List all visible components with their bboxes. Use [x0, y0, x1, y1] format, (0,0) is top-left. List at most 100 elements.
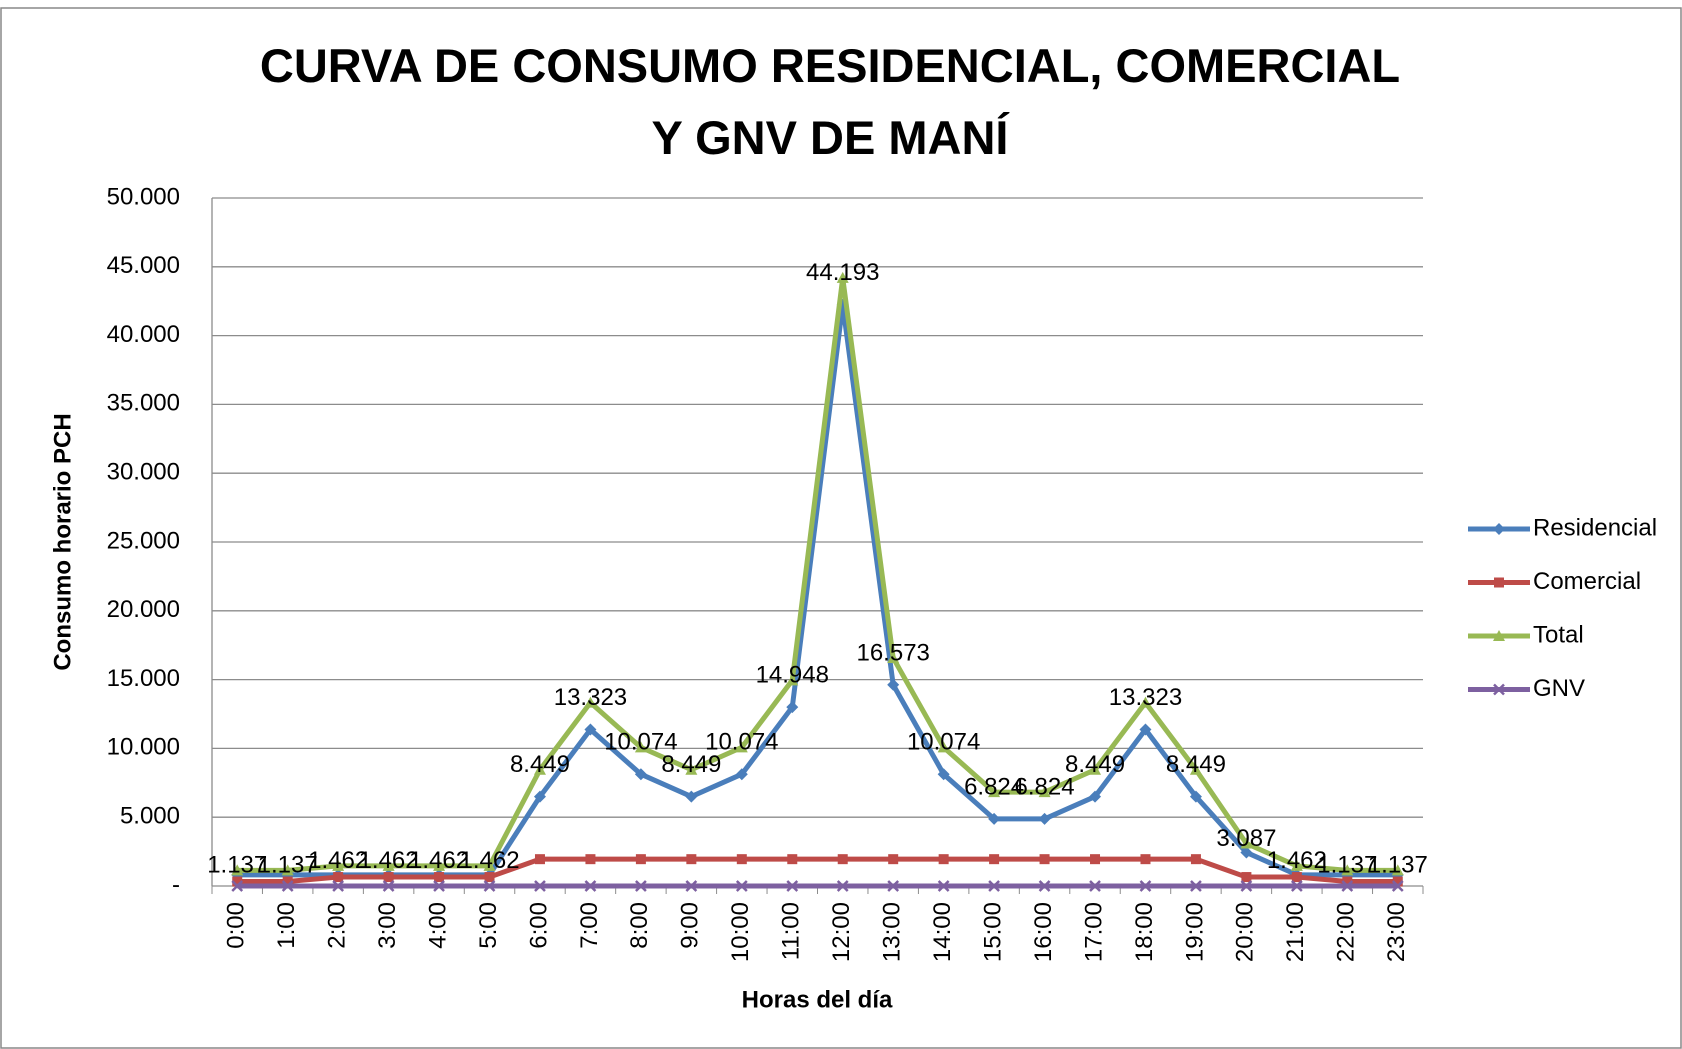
data-label: 16.573 — [856, 639, 929, 666]
marker — [1391, 880, 1404, 892]
marker — [1038, 880, 1051, 892]
x-tick-label: 7:00 — [576, 902, 603, 949]
x-tick-label: 9:00 — [677, 902, 704, 949]
marker — [736, 854, 747, 865]
marker — [584, 880, 597, 892]
marker — [1190, 854, 1201, 865]
marker — [1038, 786, 1051, 798]
marker — [1291, 872, 1302, 883]
marker — [533, 763, 546, 775]
marker — [887, 651, 900, 663]
marker — [634, 741, 647, 753]
marker — [1090, 854, 1101, 865]
marker — [685, 790, 698, 803]
marker — [1189, 763, 1202, 775]
marker — [1139, 880, 1152, 892]
x-tick-label: 23:00 — [1383, 902, 1410, 962]
y-tick-label: 35.000 — [107, 390, 180, 417]
data-label: 10.074 — [604, 729, 677, 756]
series-line — [237, 856, 1398, 885]
x-tick-label: 19:00 — [1181, 902, 1208, 962]
marker — [937, 880, 950, 892]
marker — [1493, 523, 1505, 535]
x-tick-label: 3:00 — [374, 902, 401, 949]
marker — [281, 864, 294, 876]
data-label: 8.449 — [1065, 751, 1125, 778]
marker — [585, 854, 596, 865]
legend-label: Residencial — [1533, 514, 1657, 541]
marker — [232, 876, 243, 887]
marker — [1190, 880, 1202, 892]
y-tick-label: 10.000 — [107, 734, 180, 761]
marker — [989, 854, 1000, 865]
marker — [887, 678, 900, 691]
y-tick-label: 40.000 — [107, 321, 180, 348]
x-tick-label: 2:00 — [323, 902, 350, 949]
marker — [332, 859, 345, 871]
marker — [1290, 880, 1303, 892]
marker — [1089, 880, 1101, 892]
data-label: 1.137 — [1368, 852, 1428, 879]
marker — [1341, 880, 1354, 892]
marker — [937, 768, 950, 781]
x-tick-label: 16:00 — [1030, 902, 1057, 962]
x-tick-label: 5:00 — [475, 902, 502, 949]
data-label: 44.193 — [806, 259, 879, 286]
marker — [938, 854, 949, 865]
data-label: 3.087 — [1216, 825, 1276, 852]
marker — [786, 674, 799, 686]
marker — [1240, 846, 1253, 859]
y-tick-label: 15.000 — [107, 665, 180, 692]
marker — [382, 859, 395, 871]
y-axis-label: Consumo horario PCH — [49, 413, 76, 670]
data-label: 1.137 — [207, 852, 267, 879]
marker — [533, 790, 546, 803]
marker — [988, 786, 1001, 798]
series-line — [237, 275, 1398, 873]
marker — [1241, 872, 1252, 883]
marker — [1494, 577, 1504, 588]
data-label: 8.449 — [661, 751, 721, 778]
x-axis-label: Horas del día — [742, 986, 893, 1013]
marker — [685, 880, 698, 892]
marker — [988, 880, 1000, 892]
marker — [1493, 683, 1505, 696]
y-tick-label: - — [172, 871, 180, 898]
marker — [483, 859, 496, 871]
marker — [383, 872, 394, 883]
legend-label: Comercial — [1533, 568, 1641, 595]
data-label: 13.323 — [1109, 684, 1182, 711]
x-tick-label: 22:00 — [1333, 902, 1360, 962]
data-label: 1.462 — [459, 847, 519, 874]
marker — [1140, 854, 1151, 865]
series-line — [237, 302, 1398, 878]
data-label: 14.948 — [756, 662, 829, 689]
marker — [786, 701, 799, 714]
y-tick-label: 25.000 — [107, 527, 180, 554]
x-tick-label: 10:00 — [727, 902, 754, 962]
marker — [483, 880, 496, 892]
data-label: 1.462 — [1267, 847, 1327, 874]
y-tick-label: 5.000 — [120, 803, 180, 830]
marker — [735, 741, 748, 753]
marker — [231, 864, 244, 876]
legend-label: Total — [1533, 621, 1584, 648]
marker — [282, 876, 293, 887]
y-tick-label: 45.000 — [107, 252, 180, 279]
marker — [333, 872, 344, 883]
marker — [534, 854, 545, 865]
marker — [1240, 880, 1253, 892]
data-label: 13.323 — [554, 684, 627, 711]
data-label: 1.137 — [258, 852, 318, 879]
marker — [1039, 854, 1050, 865]
x-tick-label: 21:00 — [1282, 902, 1309, 962]
marker — [382, 880, 395, 892]
marker — [1240, 837, 1253, 849]
marker — [1139, 723, 1152, 736]
marker — [787, 854, 798, 865]
x-tick-label: 18:00 — [1131, 902, 1158, 962]
data-label: 8.449 — [510, 751, 570, 778]
marker — [937, 741, 950, 753]
marker — [1139, 696, 1152, 708]
legend-label: GNV — [1533, 675, 1585, 702]
